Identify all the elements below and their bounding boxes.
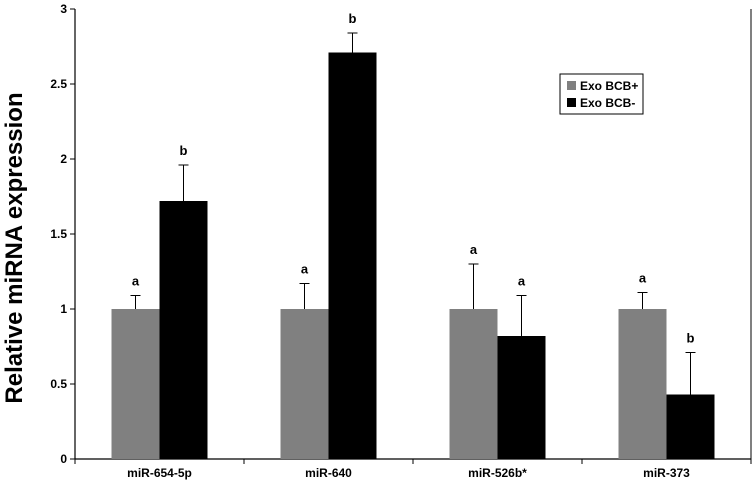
legend-label-exo-bcb-plus: Exo BCB+ [580, 79, 638, 93]
significance-label: a [518, 274, 526, 289]
legend-swatch-exo-bcb-plus [567, 81, 576, 90]
bar-exo-bcb-minus [666, 394, 715, 459]
bars [111, 52, 715, 459]
significance-label: a [470, 242, 478, 257]
bar-exo-bcb-minus [328, 52, 377, 459]
bar-exo-bcb-plus [111, 309, 160, 459]
significance-labels: a b a b a a a b [132, 11, 695, 346]
significance-label: b [180, 143, 188, 158]
significance-label: b [687, 331, 695, 346]
y-tick-label: 2.5 [50, 77, 67, 91]
legend: Exo BCB+ Exo BCB- [559, 73, 644, 115]
significance-label: a [639, 271, 647, 286]
category-label: miR-654-5p [127, 466, 192, 480]
y-tick-label: 0.5 [50, 377, 67, 391]
significance-label: a [132, 274, 140, 289]
bar-exo-bcb-plus [449, 309, 498, 459]
category-labels: miR-654-5p miR-640 miR-526b* miR-373 [127, 466, 690, 480]
significance-label: a [301, 262, 309, 277]
category-label: miR-640 [305, 466, 352, 480]
y-tick-label: 2 [60, 152, 67, 166]
bar-exo-bcb-plus [618, 309, 667, 459]
bar-exo-bcb-plus [280, 309, 329, 459]
category-label: miR-526b* [468, 466, 527, 480]
y-ticks: 0 0.5 1 1.5 2 2.5 3 [50, 2, 75, 466]
legend-swatch-exo-bcb-minus [567, 98, 576, 107]
category-label: miR-373 [643, 466, 690, 480]
y-tick-label: 1.5 [50, 227, 67, 241]
bar-exo-bcb-minus [159, 201, 208, 459]
bar-exo-bcb-minus [497, 336, 546, 459]
error-bars [130, 32, 696, 395]
y-tick-label: 1 [60, 302, 67, 316]
significance-label: b [349, 11, 357, 26]
y-tick-label: 0 [60, 452, 67, 466]
y-axis-label: Relative miRNA expression [1, 92, 28, 403]
x-ticks [74, 459, 752, 464]
legend-box [559, 73, 644, 115]
y-tick-label: 3 [60, 2, 67, 16]
legend-label-exo-bcb-minus: Exo BCB- [580, 96, 635, 110]
